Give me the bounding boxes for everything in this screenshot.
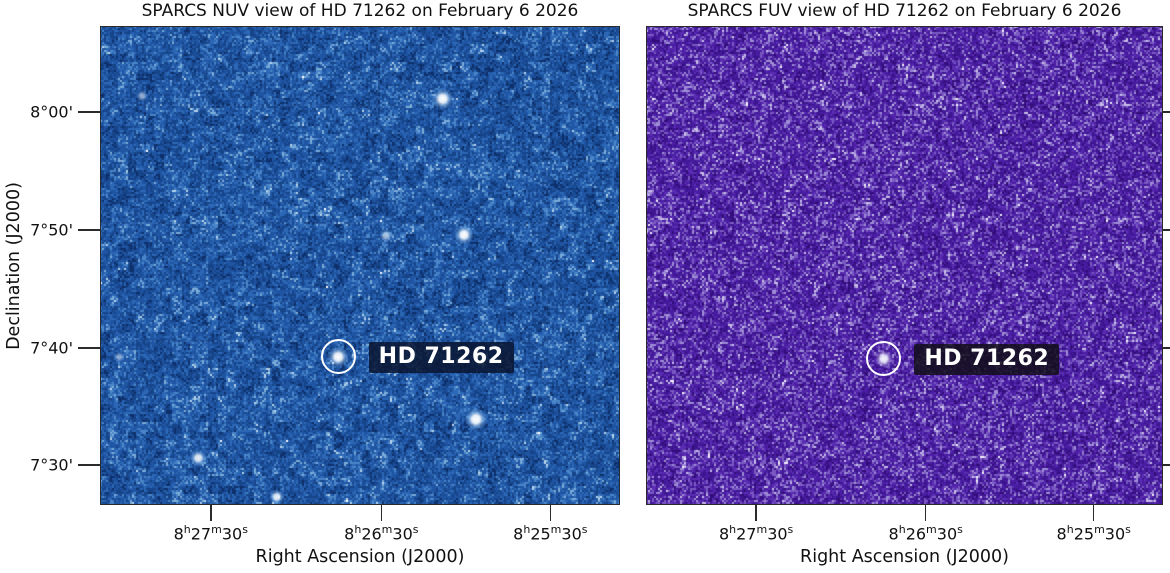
y-tick-nuv (78, 464, 100, 466)
x-tick-label-fuv: 8h25m30s (1057, 523, 1131, 543)
y-tick-fuv (1163, 347, 1170, 349)
fuv-plot-frame (646, 26, 1163, 505)
target-label-fuv: HD 71262 (914, 344, 1059, 375)
panel-nuv: SPARCS NUV view of HD 71262 on February … (100, 26, 620, 505)
y-tick-label: 7°50' (30, 221, 73, 240)
y-axis-label: Declination (J2000) (4, 182, 24, 350)
x-tick-nuv (210, 505, 212, 521)
nuv-plot-frame (100, 26, 620, 505)
x-tick-label-fuv: 8h27m30s (719, 523, 793, 543)
target-label-nuv: HD 71262 (369, 342, 514, 373)
x-axis-label-nuv: Right Ascension (J2000) (256, 547, 465, 567)
y-tick-label: 7°40' (30, 338, 73, 357)
y-tick-label: 8°00' (30, 103, 73, 122)
x-tick-nuv (550, 505, 552, 521)
x-tick-fuv (755, 505, 757, 521)
panel-nuv-title: SPARCS NUV view of HD 71262 on February … (142, 1, 579, 21)
y-tick-fuv (1163, 111, 1170, 113)
x-tick-nuv (381, 505, 383, 521)
x-tick-fuv (925, 505, 927, 521)
y-tick-fuv (1163, 464, 1170, 466)
y-tick-nuv (78, 111, 100, 113)
x-tick-label-nuv: 8h27m30s (174, 523, 248, 543)
target-circle-nuv (321, 339, 356, 374)
x-tick-fuv (1093, 505, 1095, 521)
y-tick-nuv (78, 347, 100, 349)
x-axis-label-fuv: Right Ascension (J2000) (800, 547, 1009, 567)
x-tick-label-nuv: 8h26m30s (344, 523, 418, 543)
x-tick-label-fuv: 8h26m30s (889, 523, 963, 543)
figure: Declination (J2000) SPARCS NUV view of H… (0, 0, 1170, 573)
x-tick-label-nuv: 8h25m30s (513, 523, 587, 543)
y-tick-label: 7°30' (30, 456, 73, 475)
panel-fuv: SPARCS FUV view of HD 71262 on February … (646, 26, 1163, 505)
y-tick-fuv (1163, 229, 1170, 231)
panel-fuv-title: SPARCS FUV view of HD 71262 on February … (688, 1, 1122, 21)
y-tick-nuv (78, 229, 100, 231)
